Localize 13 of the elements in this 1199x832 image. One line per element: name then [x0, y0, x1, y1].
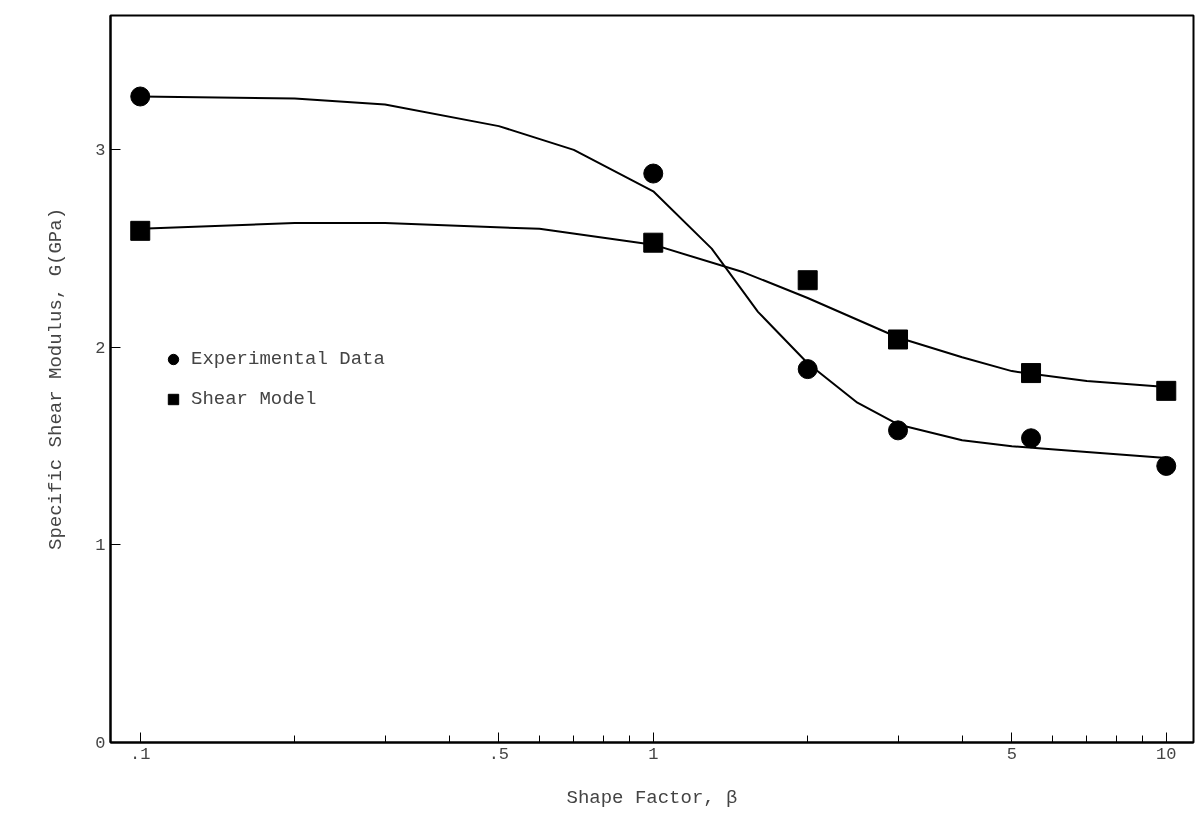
y-tick-label: 0	[95, 734, 106, 753]
x-tick-label: .1	[130, 744, 151, 764]
x-tick-label: 10	[1156, 744, 1177, 764]
x-axis-title: Shape Factor, β	[566, 786, 738, 809]
x-tick-label: .5	[488, 744, 510, 764]
legend-label: Shear Model	[191, 387, 317, 410]
legend-label: Experimental Data	[191, 347, 385, 370]
y-tick-label: 2	[95, 338, 106, 358]
y-tick-label: 1	[95, 536, 106, 556]
x-tick-label: 5	[1006, 744, 1017, 764]
y-tick-label: 3	[95, 141, 106, 161]
x-tick-label: 1	[648, 744, 659, 764]
y-axis-title: Specific Shear Modulus, G(GPa)	[45, 207, 68, 551]
